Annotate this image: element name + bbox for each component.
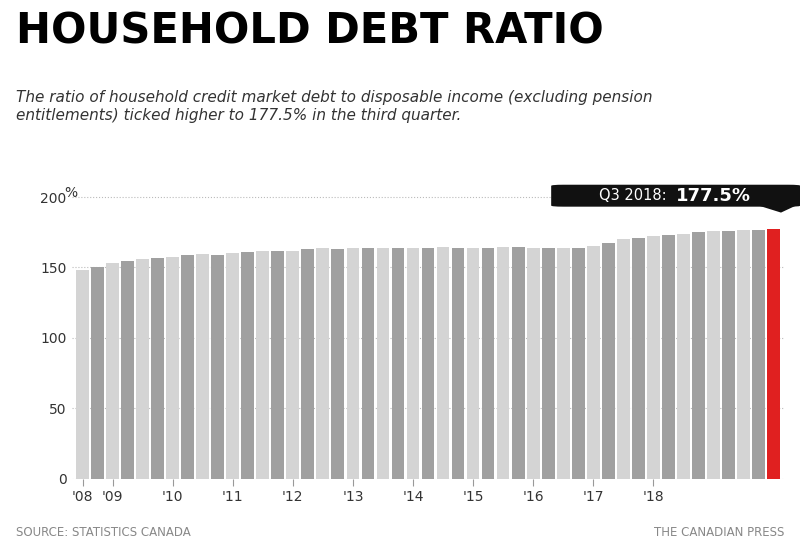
Bar	[752, 230, 765, 478]
Bar	[91, 267, 104, 478]
Bar	[331, 249, 344, 478]
Bar	[602, 243, 614, 478]
FancyBboxPatch shape	[551, 185, 800, 207]
Bar	[226, 252, 239, 478]
Bar	[106, 263, 119, 478]
Bar	[271, 251, 284, 478]
Bar	[362, 249, 374, 478]
Bar	[587, 246, 600, 478]
Text: SOURCE: STATISTICS CANADA: SOURCE: STATISTICS CANADA	[16, 526, 190, 539]
Text: %: %	[65, 186, 78, 200]
Bar	[677, 234, 690, 478]
Bar	[722, 231, 735, 478]
Text: The ratio of household credit market debt to disposable income (excluding pensio: The ratio of household credit market deb…	[16, 90, 653, 123]
Bar	[121, 261, 134, 478]
Bar	[377, 248, 390, 478]
Bar	[526, 249, 539, 478]
Bar	[647, 236, 660, 478]
Bar	[557, 248, 570, 478]
Bar	[76, 270, 89, 478]
Polygon shape	[758, 206, 796, 213]
Bar	[466, 249, 479, 478]
Bar	[767, 229, 780, 478]
Bar	[406, 249, 419, 478]
Bar	[196, 254, 209, 478]
Bar	[692, 232, 705, 478]
Bar	[617, 239, 630, 478]
Bar	[707, 231, 720, 478]
Bar	[482, 248, 494, 478]
Bar	[211, 255, 224, 478]
Bar	[497, 247, 510, 478]
Bar	[452, 248, 465, 478]
Bar	[422, 249, 434, 478]
Bar	[346, 249, 359, 478]
Bar	[166, 257, 179, 478]
Bar	[136, 259, 149, 478]
Text: 177.5%: 177.5%	[676, 186, 751, 205]
Bar	[572, 249, 585, 478]
Bar	[286, 251, 299, 478]
Bar	[256, 251, 269, 478]
Text: HOUSEHOLD DEBT RATIO: HOUSEHOLD DEBT RATIO	[16, 11, 604, 53]
Text: THE CANADIAN PRESS: THE CANADIAN PRESS	[654, 526, 784, 539]
Text: Q3 2018:: Q3 2018:	[599, 188, 671, 203]
Bar	[151, 257, 164, 478]
Bar	[437, 247, 450, 478]
Bar	[632, 238, 645, 478]
Bar	[391, 249, 404, 478]
Bar	[182, 256, 194, 478]
Bar	[542, 249, 554, 478]
Bar	[317, 249, 330, 478]
Bar	[512, 247, 525, 478]
Bar	[302, 249, 314, 478]
Bar	[242, 252, 254, 478]
Bar	[662, 235, 674, 478]
Bar	[737, 230, 750, 478]
